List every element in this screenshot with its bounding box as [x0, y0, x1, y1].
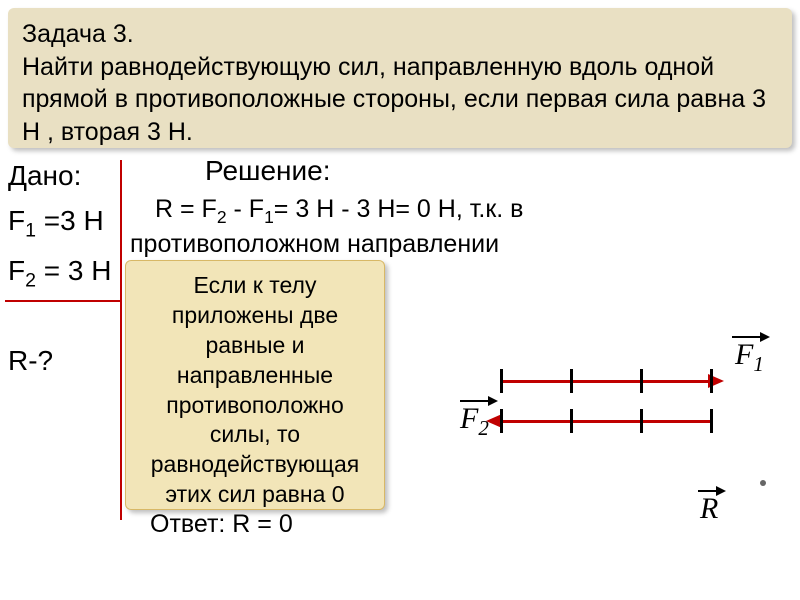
given-f1: F1 =3 Н: [8, 205, 104, 243]
f1-label: F1: [735, 338, 764, 377]
solution-line2: противоположном направлении: [130, 230, 750, 259]
given-f2: F2 = 3 Н: [8, 255, 112, 293]
solution-label: Решение:: [205, 155, 331, 187]
problem-text: Найти равнодействующую сил, направленную…: [22, 51, 778, 149]
given-divider-h: [5, 300, 120, 302]
given-label: Дано:: [8, 160, 81, 192]
given-divider-v: [120, 160, 122, 520]
solution-line1: R = F2 - F1= 3 Н - 3 Н= 0 Н, т.к. в: [155, 195, 755, 228]
f1-tick: [640, 369, 643, 393]
given-r: R-?: [8, 345, 53, 377]
f2-tick: [570, 409, 573, 433]
f1-tick: [500, 369, 503, 393]
r-label: R: [700, 492, 718, 526]
f2-tick: [640, 409, 643, 433]
force-diagram: F1 F2 R: [470, 320, 780, 550]
f2-vector-line: [500, 420, 710, 423]
answer-text: Ответ: R = 0: [150, 510, 293, 539]
f2-label: F2: [460, 402, 489, 441]
r-point: [760, 480, 766, 486]
f2-tick: [500, 409, 503, 433]
note-box: Если к телу приложены две равные и напра…: [125, 260, 385, 510]
note-text: Если к телу приложены две равные и напра…: [134, 271, 376, 510]
f1-tick: [710, 369, 713, 393]
problem-title: Задача 3.: [22, 18, 778, 51]
f2-tick: [710, 409, 713, 433]
f1-tick: [570, 369, 573, 393]
problem-statement-box: Задача 3. Найти равнодействующую сил, на…: [8, 8, 792, 148]
f1-vector-line: [500, 380, 710, 383]
